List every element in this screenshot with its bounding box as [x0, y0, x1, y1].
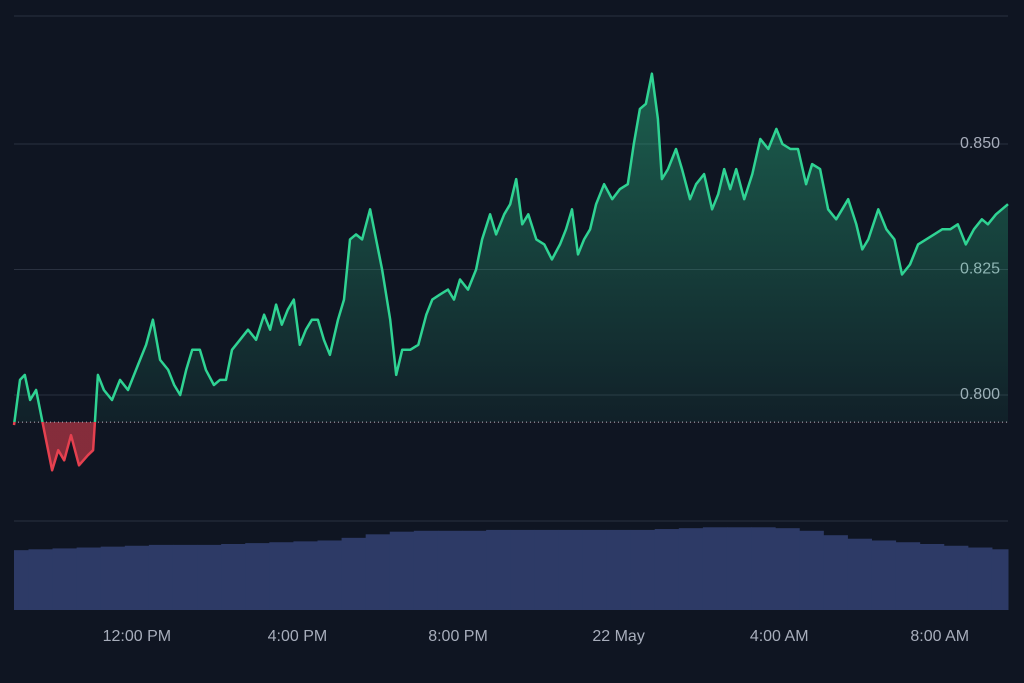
volume-bar [726, 527, 752, 610]
volume-bar [462, 530, 487, 610]
volume-bar [823, 535, 848, 610]
volume-bar [751, 527, 776, 610]
volume-bar [413, 530, 439, 610]
y-tick-label: 0.850 [960, 135, 1000, 152]
volume-bar [967, 547, 993, 610]
volume-bar [558, 529, 583, 610]
volume-bar [919, 544, 945, 610]
volume-bar [172, 544, 198, 610]
volume-bar [582, 529, 608, 610]
volume-bar [197, 544, 222, 610]
volume-bar [124, 545, 150, 610]
volume-bar [654, 529, 680, 610]
volume-bar [606, 529, 632, 610]
x-tick-label: 8:00 AM [910, 628, 969, 645]
x-tick-label: 4:00 AM [750, 628, 809, 645]
volume-bar [437, 530, 463, 610]
volume-bar [799, 530, 824, 610]
volume-bar [510, 529, 535, 610]
volume-bar [895, 542, 921, 610]
price-line [12, 72, 1009, 472]
volume-bar [943, 545, 969, 610]
volume-bar [389, 531, 415, 610]
volume-bar [678, 528, 704, 610]
volume-bar [847, 538, 873, 610]
volume-bar [245, 543, 270, 610]
x-tick-label: 4:00 PM [268, 628, 328, 645]
x-tick-label: 12:00 PM [103, 628, 171, 645]
volume-bar [148, 544, 174, 610]
volume-bar [630, 529, 656, 610]
area-fill [14, 73, 1008, 471]
volume-bar [76, 547, 102, 610]
volume-bar [269, 542, 294, 610]
volume-bar [52, 548, 78, 610]
volume-bar [871, 540, 897, 610]
volume-bar [702, 527, 728, 610]
x-tick-label: 8:00 PM [428, 628, 488, 645]
volume-bar [14, 550, 29, 610]
volume-bar [293, 541, 318, 610]
volume-bar [534, 529, 559, 610]
volume-bar [28, 549, 54, 610]
volume-bar [100, 546, 126, 610]
volume-bar [775, 528, 800, 610]
volume-bar [341, 537, 367, 610]
volume-bar [221, 544, 246, 610]
volume-bar [486, 529, 511, 610]
volume-bar [317, 540, 343, 610]
x-tick-label: 22 May [592, 628, 644, 645]
volume-bar [365, 534, 391, 610]
volume-bar [991, 549, 1009, 610]
